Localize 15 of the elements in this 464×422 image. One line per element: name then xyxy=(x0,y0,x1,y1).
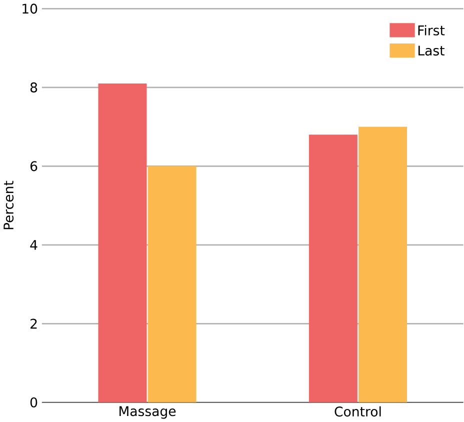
y-tick-label: 0 xyxy=(30,397,38,408)
legend-label: Last xyxy=(418,46,444,56)
bar xyxy=(358,126,407,402)
y-tick-label: 8 xyxy=(30,82,38,92)
bar xyxy=(148,166,196,402)
bar xyxy=(98,83,147,402)
y-tick-label: 6 xyxy=(30,160,38,171)
legend-label: First xyxy=(418,24,445,36)
bar xyxy=(308,134,358,402)
x-tick-label: Control xyxy=(334,406,381,416)
y-tick-label: 4 xyxy=(30,240,38,250)
x-tick-label: Massage xyxy=(120,406,176,419)
y-tick-label: 10 xyxy=(22,3,38,14)
y-tick-label: 2 xyxy=(30,318,37,328)
y-axis-title: Percent xyxy=(4,180,14,229)
